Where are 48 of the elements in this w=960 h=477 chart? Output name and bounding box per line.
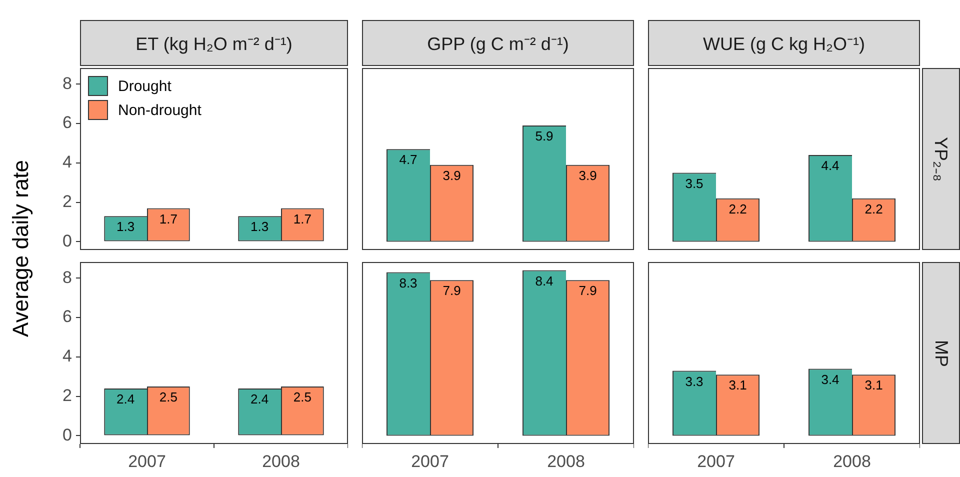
x-tick-label: 2008 bbox=[833, 452, 871, 471]
data-label: 1.3 bbox=[116, 219, 135, 234]
data-label: 1.7 bbox=[159, 211, 178, 226]
data-label: 3.1 bbox=[728, 378, 747, 393]
x-tick-label: 2008 bbox=[262, 452, 300, 471]
legend-label: Drought bbox=[118, 78, 172, 94]
data-label: 4.7 bbox=[399, 152, 418, 168]
data-label: 1.7 bbox=[293, 211, 312, 226]
data-label: 2.4 bbox=[116, 392, 135, 407]
data-label: 3.1 bbox=[864, 378, 883, 393]
data-label: 4.4 bbox=[821, 158, 840, 174]
y-tick-label: 6 bbox=[62, 307, 72, 326]
data-label: 2.5 bbox=[159, 390, 178, 405]
x-tick-label: 2007 bbox=[411, 452, 449, 471]
y-tick-label: 4 bbox=[62, 152, 72, 172]
data-label: 3.9 bbox=[578, 168, 597, 183]
data-label: 3.4 bbox=[821, 372, 840, 387]
y2-axis-title: YP₂₋₈ bbox=[930, 136, 952, 182]
chart-title: GPP (g C m⁻² d⁻¹) bbox=[362, 20, 634, 66]
y-tick-label: 2 bbox=[62, 192, 72, 212]
data-label: 5.9 bbox=[535, 128, 554, 144]
data-label: 7.9 bbox=[442, 283, 461, 298]
y-tick-label: 0 bbox=[62, 425, 72, 444]
x-tick-label: 2008 bbox=[547, 452, 585, 471]
data-label: 7.9 bbox=[578, 283, 597, 298]
y-tick-label: 2 bbox=[62, 386, 72, 406]
data-label: 2.2 bbox=[728, 201, 747, 216]
legend-label: Non-drought bbox=[118, 102, 202, 118]
data-label: 3.9 bbox=[442, 168, 461, 183]
data-label: 8.3 bbox=[399, 275, 418, 290]
y2-axis-title: MP bbox=[930, 340, 952, 366]
data-label: 3.3 bbox=[685, 374, 704, 389]
y-tick-label: 6 bbox=[62, 113, 72, 132]
y-axis-title: Average daily rate bbox=[8, 160, 34, 337]
data-label: 3.5 bbox=[685, 176, 704, 191]
data-label: 2.4 bbox=[250, 392, 269, 407]
data-label: 2.2 bbox=[864, 201, 883, 216]
y-tick-label: 8 bbox=[62, 268, 72, 287]
data-label: 2.5 bbox=[293, 390, 312, 405]
data-label: 8.4 bbox=[535, 273, 554, 288]
y-tick-label: 4 bbox=[62, 346, 72, 366]
data-label: 1.3 bbox=[250, 219, 269, 234]
chart-title: WUE (g C kg H₂O⁻¹) bbox=[648, 20, 920, 66]
y-tick-label: 0 bbox=[62, 231, 72, 250]
chart-title: ET (kg H₂O m⁻² d⁻¹) bbox=[80, 20, 348, 66]
x-tick-label: 2007 bbox=[697, 452, 735, 471]
x-tick-label: 2007 bbox=[128, 452, 166, 471]
y-tick-label: 8 bbox=[62, 74, 72, 93]
